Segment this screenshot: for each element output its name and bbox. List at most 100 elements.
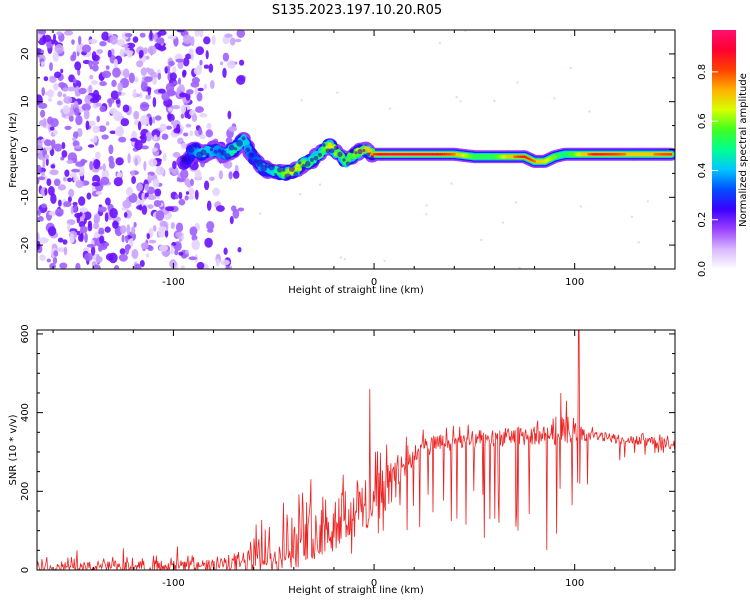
ridge-speckle (362, 149, 366, 152)
ridge-cell (406, 153, 410, 156)
noise-blob (186, 89, 194, 95)
noise-blob (132, 88, 137, 99)
noise-blob (165, 206, 175, 212)
snr-panel: -100 0 100 0 200 400 600 Height of straight li… (8, 324, 676, 596)
noise-blob (122, 104, 130, 113)
noise-blob (57, 184, 67, 191)
noise-blob (40, 109, 46, 118)
noise-blob (62, 105, 71, 115)
noise-blob (99, 81, 107, 87)
noise-blob (56, 31, 63, 36)
noise-blob (49, 262, 56, 269)
ridge-cell (609, 153, 613, 156)
noise-blob (159, 123, 167, 131)
noise-blob (136, 183, 143, 192)
noise-blob (86, 192, 92, 200)
x-tick-label: -100 (162, 578, 185, 589)
noise-blob (194, 87, 199, 96)
ridge-speckle (256, 159, 264, 167)
ridge-cell (432, 153, 436, 156)
noise-blob (81, 103, 91, 112)
ridge-cell (653, 153, 657, 156)
ridge-cell (621, 153, 625, 156)
ridge-speckle (345, 161, 351, 166)
noise-blob (169, 72, 177, 81)
noise-blob (223, 247, 228, 255)
ridge-cell (390, 153, 394, 156)
noise-blob (45, 146, 52, 151)
ridge-cell (529, 158, 532, 161)
noise-blob (203, 64, 209, 69)
ridge-cell (297, 167, 302, 172)
noise-blob (158, 30, 167, 36)
noise-blob (127, 52, 133, 58)
noise-blob (239, 59, 245, 66)
noise-blob (91, 182, 101, 187)
noise-blob (111, 79, 117, 87)
noise-blob (126, 186, 133, 196)
noise-dot (318, 183, 322, 186)
noise-blob (171, 168, 178, 176)
ridge-speckle (329, 148, 335, 154)
y-tick-label: 200 (20, 482, 31, 501)
ridge-cell (515, 155, 518, 158)
noise-blob (162, 152, 167, 162)
noise-blob (147, 88, 151, 96)
noise-blob (91, 80, 98, 85)
noise-blob (49, 169, 59, 176)
ridge-speckle (322, 143, 326, 147)
noise-blob (209, 176, 215, 181)
snr-frame (36, 329, 676, 571)
spectrogram-ridge (176, 132, 675, 181)
noise-blob (47, 97, 53, 102)
noise-blob (73, 131, 79, 140)
noise-blob (198, 127, 202, 136)
noise-blob (62, 93, 67, 98)
ridge-cell (468, 154, 473, 159)
ridge-speckle (357, 148, 363, 155)
noise-blob (128, 72, 135, 84)
noise-blob (115, 99, 121, 105)
noise-dot (388, 107, 392, 110)
noise-blob (161, 133, 169, 140)
noise-blob (91, 60, 100, 65)
noise-dot (518, 266, 521, 269)
noise-blob (49, 126, 55, 131)
noise-blob (75, 115, 83, 126)
noise-blob (92, 264, 101, 269)
noise-blob (64, 125, 72, 130)
noise-blob (67, 86, 76, 92)
noise-blob (42, 160, 46, 169)
noise-blob (165, 82, 175, 93)
noise-blob (86, 243, 95, 248)
noise-blob (151, 147, 158, 152)
noise-blob (109, 107, 118, 115)
ridge-cell (394, 153, 398, 156)
ridge-cell (420, 153, 424, 156)
noise-blob (113, 58, 118, 68)
noise-blob (172, 160, 177, 170)
noise-blob (107, 49, 112, 58)
noise-blob (196, 261, 205, 269)
noise-blob (46, 178, 52, 186)
ridge-cell (607, 153, 611, 156)
noise-blob (37, 232, 40, 242)
ridge-cell (611, 153, 615, 156)
noise-blob (189, 130, 194, 137)
noise-blob (139, 92, 143, 99)
noise-blob (109, 130, 117, 135)
noise-blob (138, 49, 144, 58)
x-tick-label: -100 (162, 277, 185, 288)
noise-blob (115, 157, 124, 166)
noise-blob (149, 30, 153, 41)
ridge-cell (667, 153, 671, 156)
noise-blob (135, 199, 144, 206)
ridge-cell (380, 153, 384, 156)
noise-blob (158, 229, 165, 238)
ridge-speckle (224, 153, 231, 160)
noise-blob (72, 202, 78, 206)
ridge-cell (605, 153, 609, 156)
noise-blob (121, 234, 125, 243)
noise-blob (50, 193, 57, 204)
noise-blob (145, 131, 152, 142)
